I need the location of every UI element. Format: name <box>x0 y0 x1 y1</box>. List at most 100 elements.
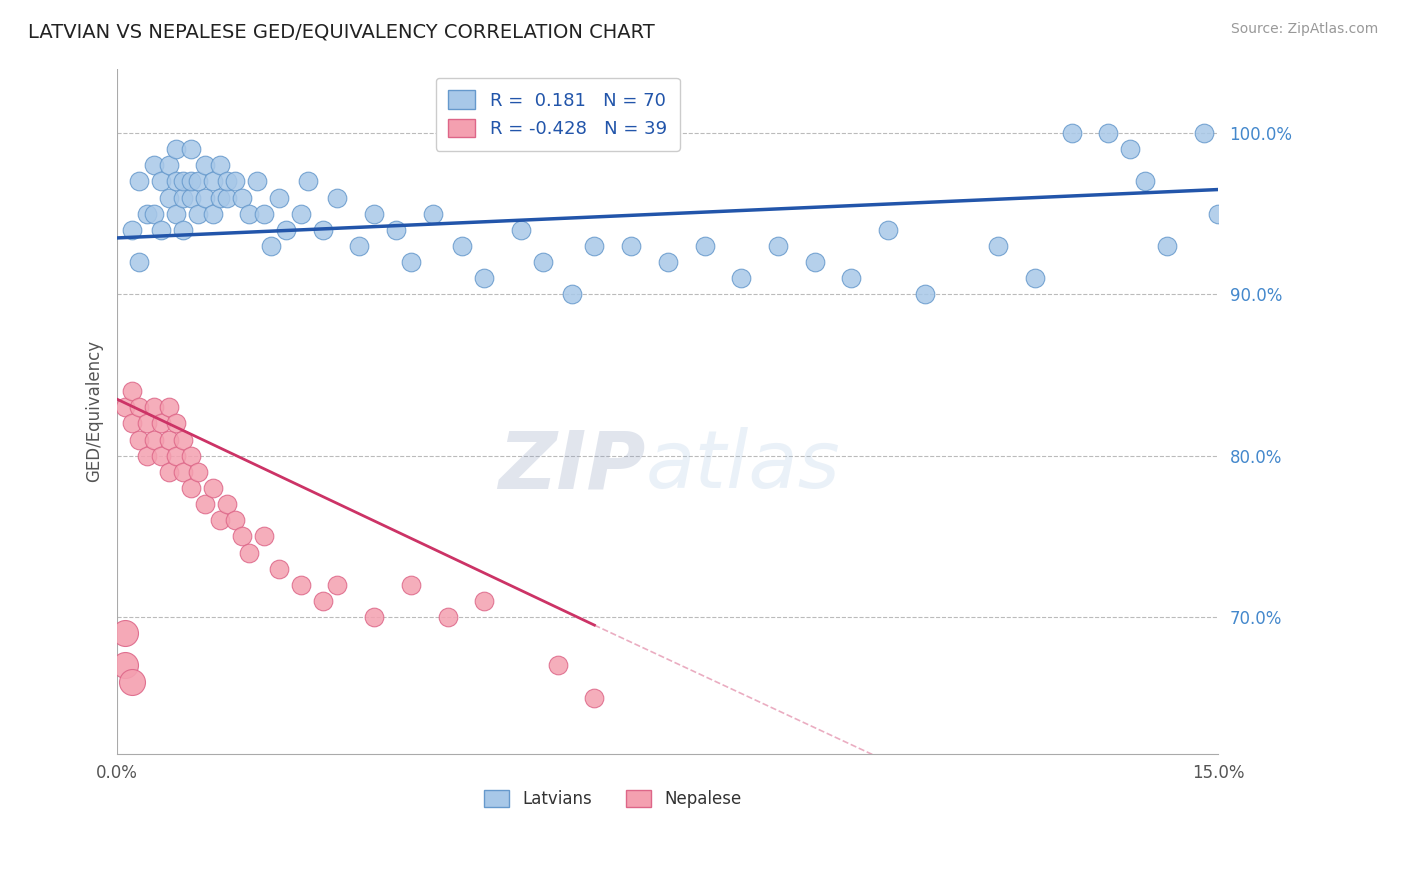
Point <box>165 174 187 188</box>
Point <box>1097 126 1119 140</box>
Point <box>803 255 825 269</box>
Point <box>208 191 231 205</box>
Point <box>187 465 209 479</box>
Point <box>201 174 224 188</box>
Point <box>172 223 194 237</box>
Point <box>121 417 143 431</box>
Point <box>187 174 209 188</box>
Point <box>987 239 1010 253</box>
Point <box>128 401 150 415</box>
Point <box>201 207 224 221</box>
Point <box>114 626 136 640</box>
Point <box>180 481 202 495</box>
Point <box>217 174 239 188</box>
Point <box>363 610 385 624</box>
Point <box>231 529 253 543</box>
Point <box>172 433 194 447</box>
Point <box>1024 271 1046 285</box>
Text: atlas: atlas <box>645 427 841 505</box>
Point <box>121 384 143 399</box>
Point <box>877 223 900 237</box>
Point <box>201 481 224 495</box>
Point <box>422 207 444 221</box>
Point <box>1156 239 1178 253</box>
Point <box>238 545 260 559</box>
Point <box>157 433 180 447</box>
Point <box>157 158 180 172</box>
Point <box>172 174 194 188</box>
Point <box>224 513 246 527</box>
Point <box>349 239 371 253</box>
Point <box>142 158 165 172</box>
Point <box>142 433 165 447</box>
Point <box>253 529 276 543</box>
Point <box>1133 174 1156 188</box>
Point <box>238 207 260 221</box>
Point <box>157 191 180 205</box>
Point <box>583 239 606 253</box>
Point <box>510 223 533 237</box>
Point <box>194 158 217 172</box>
Point <box>157 401 180 415</box>
Point <box>114 658 136 673</box>
Point <box>121 674 143 689</box>
Point <box>194 497 217 511</box>
Point <box>150 449 173 463</box>
Point <box>583 690 606 705</box>
Point <box>1192 126 1215 140</box>
Point <box>128 174 150 188</box>
Point <box>914 287 936 301</box>
Point <box>297 174 319 188</box>
Point <box>547 658 569 673</box>
Point <box>157 465 180 479</box>
Point <box>217 497 239 511</box>
Point <box>620 239 643 253</box>
Point <box>326 578 349 592</box>
Point <box>135 417 157 431</box>
Point <box>1208 207 1230 221</box>
Point <box>172 465 194 479</box>
Point <box>363 207 385 221</box>
Point <box>267 191 290 205</box>
Point <box>1060 126 1083 140</box>
Point <box>253 207 276 221</box>
Point <box>561 287 583 301</box>
Point <box>165 417 187 431</box>
Point <box>180 191 202 205</box>
Point <box>290 578 312 592</box>
Point <box>312 223 335 237</box>
Text: ZIP: ZIP <box>499 427 645 505</box>
Point <box>436 610 458 624</box>
Point <box>730 271 752 285</box>
Point <box>172 191 194 205</box>
Point <box>472 271 495 285</box>
Point <box>150 223 173 237</box>
Point <box>531 255 554 269</box>
Point <box>399 578 422 592</box>
Point <box>114 401 136 415</box>
Point <box>1119 142 1142 156</box>
Point <box>121 223 143 237</box>
Point <box>128 255 150 269</box>
Point <box>260 239 283 253</box>
Point <box>472 594 495 608</box>
Point <box>194 191 217 205</box>
Text: LATVIAN VS NEPALESE GED/EQUIVALENCY CORRELATION CHART: LATVIAN VS NEPALESE GED/EQUIVALENCY CORR… <box>28 22 655 41</box>
Point <box>165 449 187 463</box>
Point <box>187 207 209 221</box>
Point <box>150 417 173 431</box>
Point <box>399 255 422 269</box>
Point <box>208 513 231 527</box>
Point <box>217 191 239 205</box>
Point <box>128 433 150 447</box>
Point <box>657 255 679 269</box>
Point <box>267 562 290 576</box>
Point <box>208 158 231 172</box>
Point <box>841 271 863 285</box>
Point <box>693 239 716 253</box>
Point <box>224 174 246 188</box>
Point <box>385 223 408 237</box>
Point <box>274 223 297 237</box>
Point <box>165 142 187 156</box>
Point <box>180 142 202 156</box>
